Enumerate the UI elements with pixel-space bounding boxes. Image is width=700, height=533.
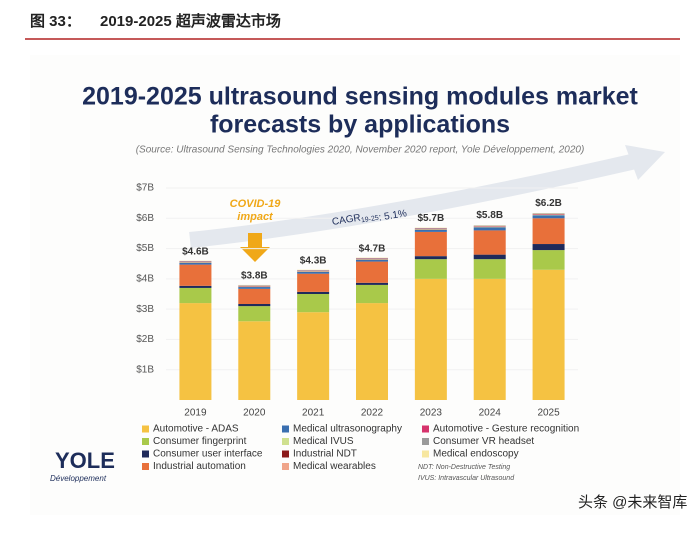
bar-segment [179, 288, 211, 303]
bar-segment [415, 230, 447, 232]
figure-number: 图 33： [30, 13, 81, 30]
bar-segment [474, 279, 506, 400]
bar-segment [415, 232, 447, 256]
total-label: $4.6B [182, 246, 209, 257]
x-tick-label: 2025 [537, 408, 560, 419]
bar-segment [533, 270, 565, 400]
bar-segment [356, 303, 388, 400]
legend-swatch [282, 438, 289, 445]
legend-label: Consumer user interface [153, 449, 263, 460]
bar-segment [533, 215, 565, 218]
bar-segment [533, 244, 565, 250]
legend-swatch [142, 438, 149, 445]
y-tick-label: $6B [136, 213, 154, 224]
bar-segment [474, 230, 506, 254]
bar-segment [415, 256, 447, 259]
bar-segment [474, 227, 506, 230]
covid-annotation: COVID-19 [230, 198, 282, 210]
logo-sub: Développement [50, 474, 107, 483]
x-tick-label: 2024 [479, 408, 502, 419]
legend-label: Automotive - Gesture recognition [433, 424, 579, 435]
bar-segment [179, 265, 211, 286]
bar-segment [179, 263, 211, 265]
bar-segment [297, 312, 329, 400]
bar-segment [238, 304, 270, 306]
chart-subtitle: (Source: Ultrasound Sensing Technologies… [136, 145, 585, 156]
y-tick-label: $2B [136, 334, 154, 345]
bar-segment [297, 292, 329, 294]
legend-swatch [422, 438, 429, 445]
chart-title: forecasts by applications [210, 111, 510, 139]
bar-segment [533, 250, 565, 270]
total-label: $5.7B [418, 213, 445, 224]
total-label: $4.3B [300, 255, 327, 266]
bar-segment [297, 274, 329, 292]
y-tick-label: $1B [136, 364, 154, 375]
legend-swatch [142, 451, 149, 458]
bar-segment [238, 287, 270, 289]
legend-label: Medical endoscopy [433, 449, 519, 460]
bar-segment [474, 226, 506, 227]
bar-segment [415, 279, 447, 400]
legend-label: Automotive - ADAS [153, 424, 239, 435]
legend-label: Medical IVUS [293, 436, 354, 447]
legend-label: Industrial automation [153, 461, 246, 472]
legend-label: Consumer VR headset [433, 436, 534, 447]
legend-swatch [282, 426, 289, 433]
bar-segment [238, 321, 270, 400]
chart-title: 2019-2025 ultrasound sensing modules mar… [82, 83, 638, 111]
bar-segment [179, 303, 211, 400]
legend-swatch [282, 463, 289, 470]
y-tick-label: $3B [136, 304, 154, 315]
legend-swatch [142, 463, 149, 470]
bar-segment [356, 285, 388, 303]
bar-segment [356, 283, 388, 285]
bar-segment [356, 260, 388, 262]
bar-segment [297, 294, 329, 312]
legend-label: Industrial NDT [293, 449, 357, 460]
legend-label: Medical ultrasonography [293, 424, 402, 435]
total-label: $6.2B [535, 198, 562, 209]
bar-segment [238, 306, 270, 321]
bar-segment [415, 228, 447, 229]
y-tick-label: $7B [136, 183, 154, 194]
legend-swatch [282, 451, 289, 458]
bar-segment [297, 272, 329, 274]
y-tick-label: $4B [136, 273, 154, 284]
bar-segment [297, 270, 329, 271]
bar-segment [179, 286, 211, 288]
bar-segment [415, 259, 447, 279]
bar-segment [238, 289, 270, 304]
legend-swatch [142, 426, 149, 433]
legend-swatch [422, 426, 429, 433]
total-label: $3.8B [241, 271, 268, 282]
x-tick-label: 2021 [302, 408, 325, 419]
legend-note: NDT: Non-Destructive Testing [418, 464, 510, 471]
bar-segment [533, 213, 565, 214]
total-label: $4.7B [359, 243, 386, 254]
x-tick-label: 2020 [243, 408, 266, 419]
figure-title: 2019-2025 超声波雷达市场 [100, 12, 281, 30]
logo-name: YOLE [55, 448, 115, 473]
bar-segment [356, 262, 388, 283]
legend-label: Medical wearables [293, 461, 376, 472]
legend-swatch [422, 451, 429, 458]
bar-segment [356, 258, 388, 259]
bar-segment [474, 259, 506, 279]
total-label: $5.8B [476, 210, 503, 221]
x-tick-label: 2023 [420, 408, 443, 419]
legend-note: IVUS: Intravascular Ultrasound [418, 475, 515, 482]
x-tick-label: 2019 [184, 408, 207, 419]
covid-annotation: impact [237, 211, 274, 223]
bar-segment [474, 255, 506, 260]
bar-segment [238, 285, 270, 286]
y-tick-label: $5B [136, 243, 154, 254]
watermark: 头条 @未来智库 [578, 493, 687, 511]
bar-segment [533, 218, 565, 244]
legend-label: Consumer fingerprint [153, 436, 247, 447]
bar-segment [179, 261, 211, 262]
x-tick-label: 2022 [361, 408, 384, 419]
